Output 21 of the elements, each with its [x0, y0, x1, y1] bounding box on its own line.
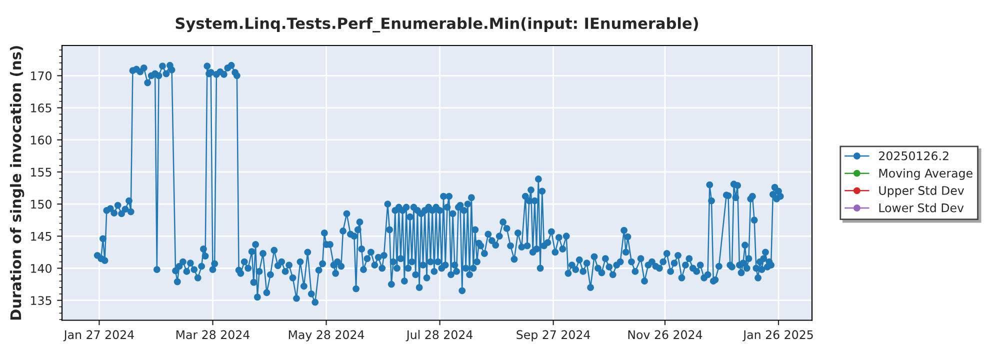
y-tick-label: 135 — [31, 296, 52, 306]
legend-label: Moving Average — [879, 168, 972, 180]
legend-label: 20250126.2 — [879, 151, 948, 160]
x-tick-label: May 28 2024 — [288, 330, 364, 342]
y-tick-label: 165 — [31, 103, 52, 112]
x-tick-label: Jan 27 2024 — [63, 330, 134, 342]
y-tick-label: 160 — [31, 136, 52, 145]
x-tick-label: Nov 26 2024 — [628, 330, 702, 340]
x-tick-label: Jan 26 2025 — [742, 330, 813, 342]
x-tick-label: Sep 27 2024 — [516, 330, 590, 342]
y-tick-label: 150 — [31, 200, 52, 209]
legend-label: Upper Std Dev — [879, 186, 964, 198]
x-tick-label: Mar 28 2024 — [176, 330, 250, 340]
legend-label: Lower Std Dev — [879, 203, 964, 212]
y-tick-label: 145 — [31, 232, 52, 241]
y-axis-title: Duration of single invocation (ns) — [10, 46, 24, 320]
y-tick-label: 155 — [31, 168, 52, 177]
y-tick-label: 170 — [31, 71, 52, 80]
chart-title: System.Linq.Tests.Perf_Enumerable.Min(input: IEnumerable) — [176, 17, 698, 32]
y-tick-label: 140 — [31, 264, 52, 273]
x-tick-label: Jul 28 2024 — [406, 330, 473, 342]
